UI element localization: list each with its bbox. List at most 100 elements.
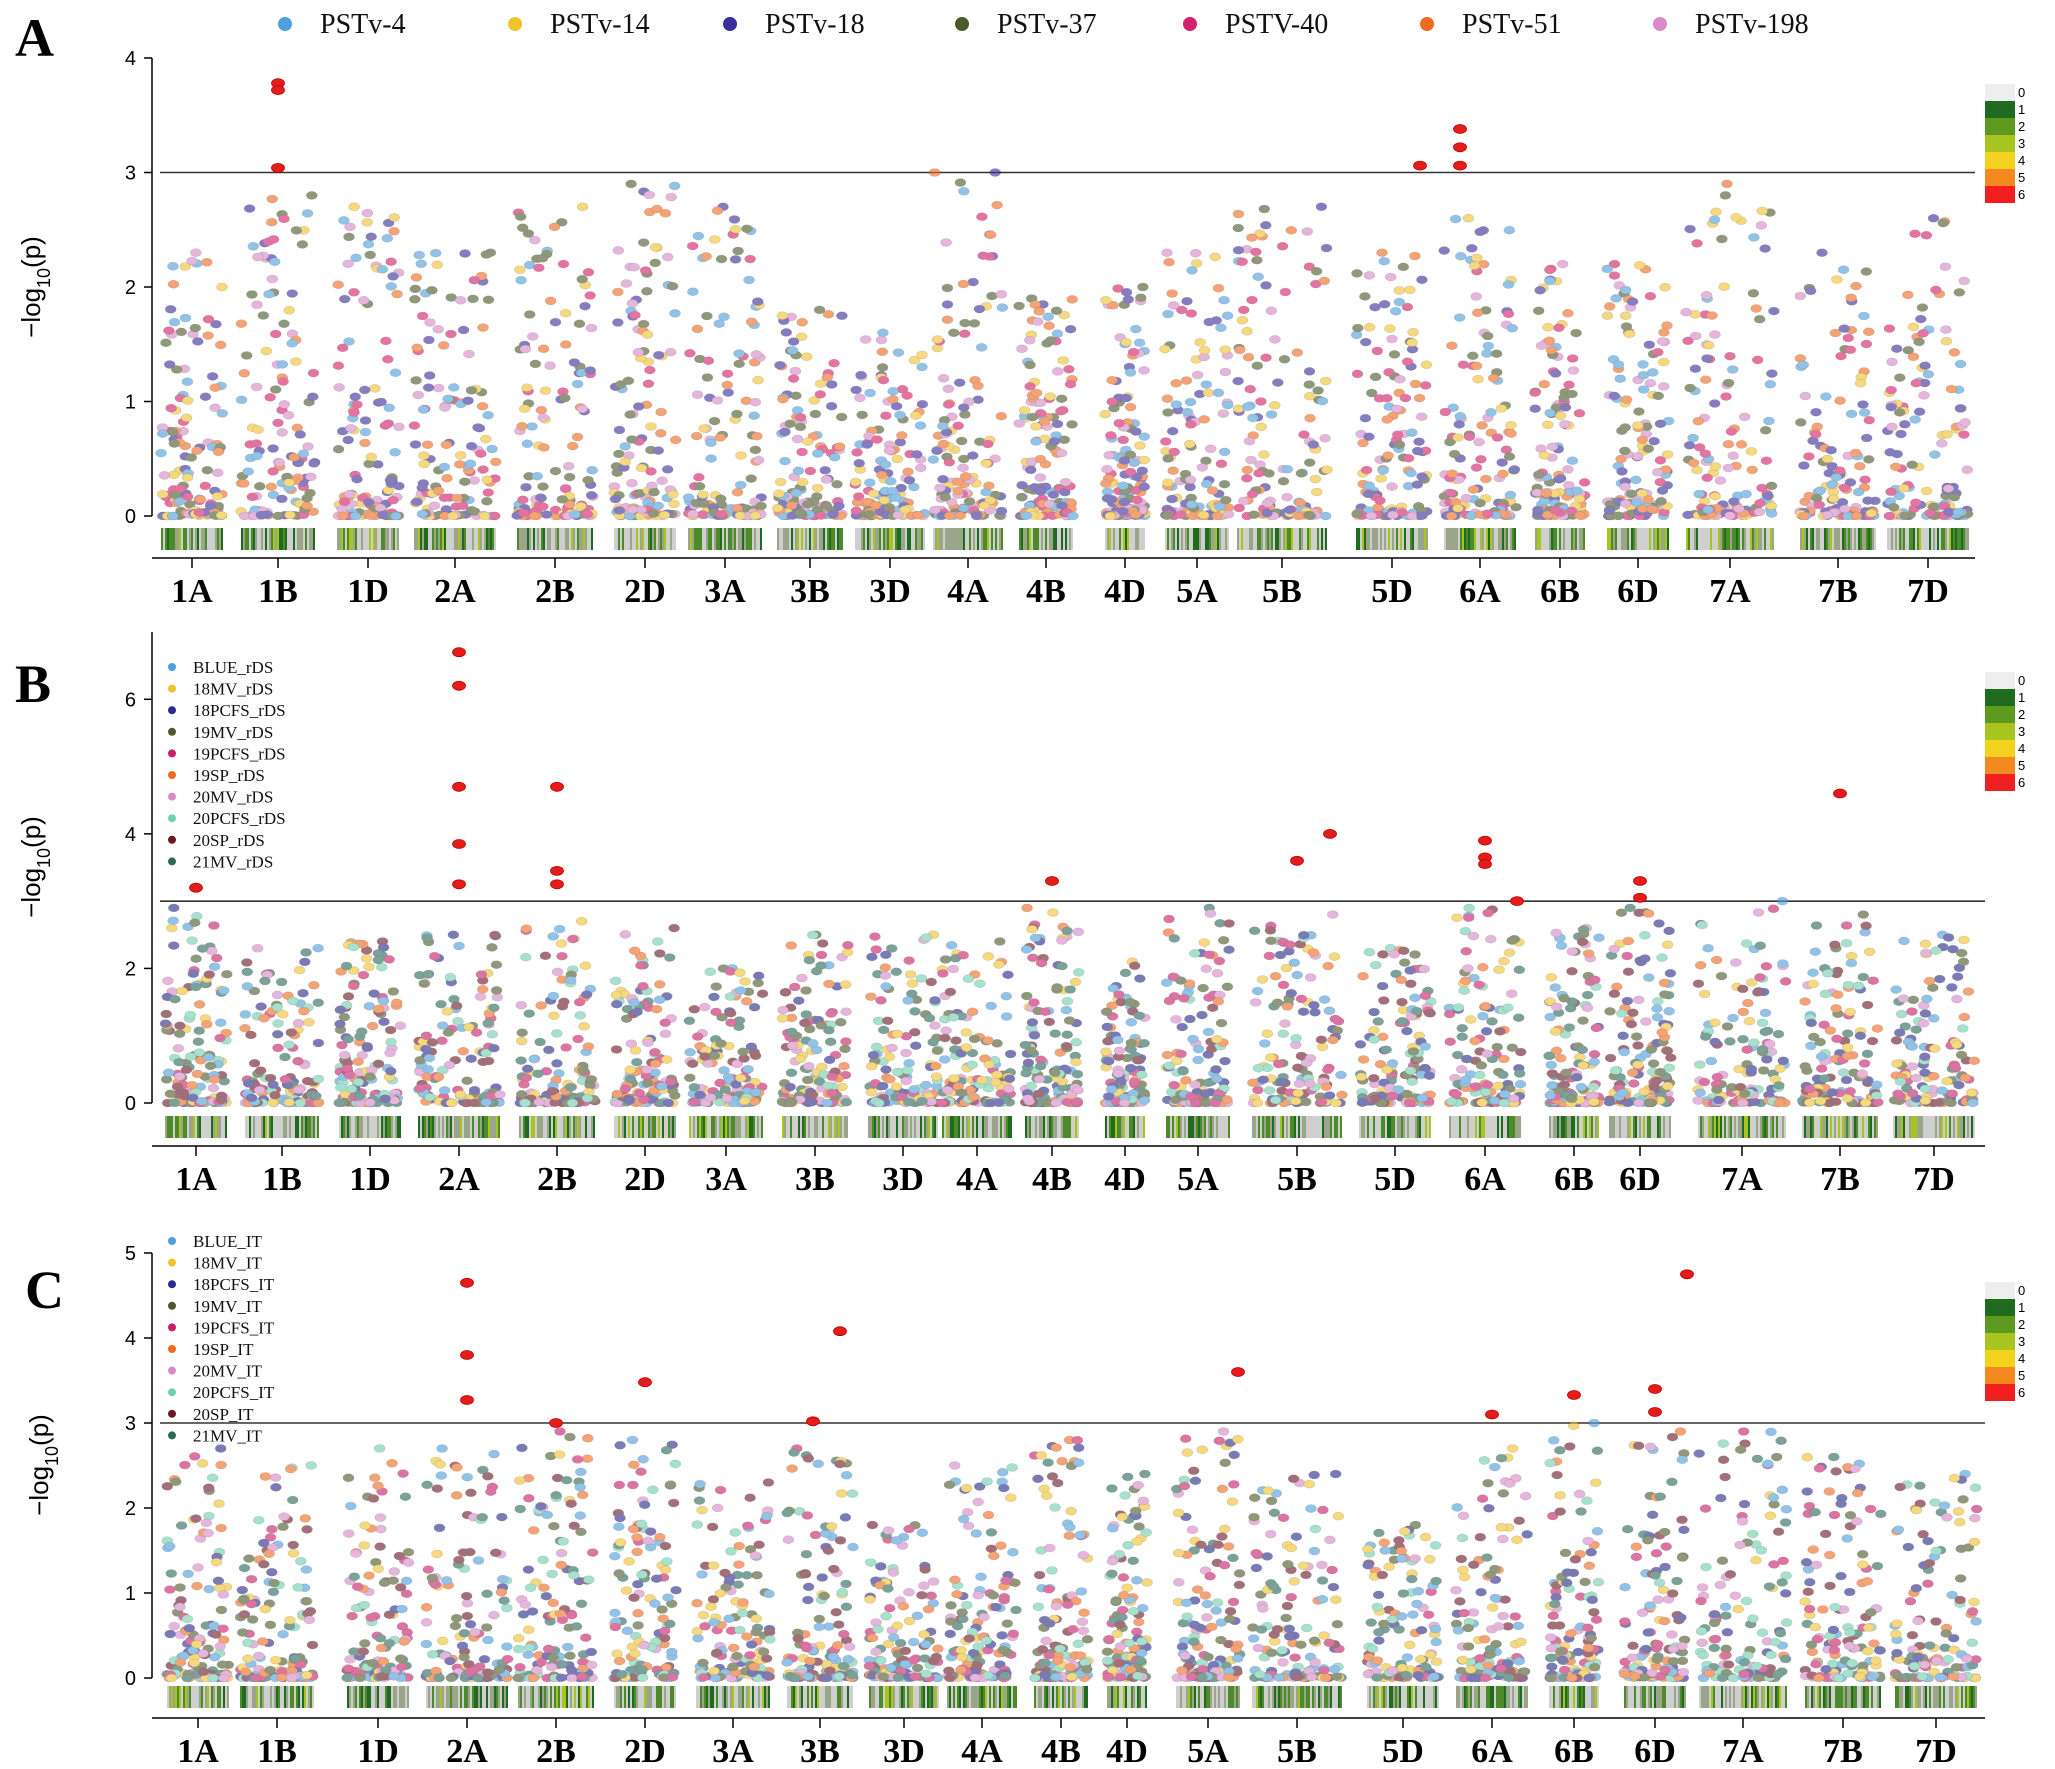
snp-point: [954, 178, 967, 187]
snp-point: [1320, 243, 1333, 253]
density-bin: [1760, 528, 1762, 550]
snp-point: [1117, 435, 1129, 445]
snp-point: [242, 1079, 255, 1088]
snp-point: [546, 1086, 559, 1096]
density-bin: [1492, 528, 1494, 550]
density-bin: [903, 528, 905, 550]
snp-point: [420, 1044, 432, 1054]
snp-point: [802, 1062, 815, 1071]
snp-point: [342, 992, 355, 1001]
snp-point: [1689, 364, 1702, 374]
density-bin: [1617, 528, 1619, 550]
snp-point: [1352, 323, 1364, 333]
snp-point: [698, 1002, 711, 1012]
density-bin: [1223, 528, 1225, 550]
snp-point: [1063, 364, 1075, 374]
density-bin: [899, 528, 901, 550]
snp-point: [1535, 341, 1548, 351]
density-bin: [1364, 528, 1366, 550]
density-bin: [434, 528, 436, 550]
density-bin: [251, 528, 253, 550]
density-bin: [670, 528, 672, 550]
snp-point: [936, 1098, 948, 1108]
snp-point: [1310, 266, 1323, 276]
snp-point: [1409, 379, 1422, 389]
density-bin: [539, 528, 541, 550]
snp-point: [1393, 286, 1406, 295]
snp-point: [940, 238, 952, 247]
density-bin: [1478, 528, 1480, 550]
density-strip-1B: [241, 528, 315, 550]
snp-point: [547, 932, 560, 941]
snp-point: [257, 311, 270, 320]
density-bin: [1915, 528, 1917, 550]
snp-point: [822, 1081, 834, 1090]
snp-point: [207, 1083, 220, 1093]
snp-point: [1186, 266, 1198, 275]
density-bin: [1567, 528, 1569, 550]
snp-point: [934, 483, 946, 493]
colorbar-swatch: [1985, 152, 2015, 169]
snp-point: [442, 1028, 455, 1037]
snp-point: [283, 478, 295, 487]
density-bin: [1257, 528, 1259, 550]
snp-point: [1684, 224, 1696, 234]
snp-point: [1357, 438, 1369, 448]
density-bin: [616, 528, 618, 550]
density-bin: [905, 528, 907, 550]
snp-point: [610, 990, 623, 1000]
density-bin: [1358, 528, 1360, 550]
snp-point: [800, 1010, 813, 1019]
density-bin: [1139, 528, 1141, 550]
snp-point: [890, 967, 903, 977]
density-bin: [1269, 528, 1271, 550]
snp-point: [959, 471, 972, 481]
snp-point: [305, 191, 318, 200]
density-bin: [187, 528, 189, 550]
snp-point: [488, 1043, 500, 1053]
density-bin: [624, 528, 626, 550]
chromosome-label: 1D: [347, 573, 389, 610]
density-bin: [1488, 528, 1490, 550]
snp-point: [438, 462, 451, 472]
density-bin: [724, 528, 726, 550]
snp-point: [1281, 492, 1293, 502]
snp-point: [1413, 393, 1426, 403]
density-bin: [1398, 528, 1400, 550]
snp-point: [1643, 340, 1656, 350]
colorbar-swatch: [1985, 186, 2015, 203]
snp-point: [777, 1005, 789, 1015]
snp-point: [1383, 367, 1395, 377]
snp-point: [1927, 214, 1940, 223]
snp-point: [436, 1065, 449, 1075]
snp-point: [544, 361, 556, 371]
snp-point: [1120, 337, 1132, 347]
density-bin: [197, 528, 199, 550]
snp-point: [357, 295, 370, 305]
snp-point: [684, 348, 696, 358]
snp-point: [521, 439, 534, 449]
snp-point: [1727, 451, 1739, 461]
density-bin: [587, 528, 589, 550]
snp-point: [1883, 324, 1896, 333]
density-bin: [1362, 528, 1364, 550]
density-bin: [529, 528, 531, 550]
density-bin: [565, 528, 567, 550]
snp-point: [661, 465, 674, 474]
y-tick-label: 4: [125, 824, 136, 846]
snp-point: [418, 459, 431, 469]
snp-point: [517, 495, 529, 505]
density-bin: [575, 528, 577, 550]
density-bin: [1645, 528, 1647, 550]
snp-point: [989, 1077, 1002, 1087]
density-bin: [551, 528, 553, 550]
density-bin: [523, 528, 525, 550]
snp-point: [1886, 357, 1898, 367]
snp-point: [1481, 331, 1494, 341]
snp-point: [521, 383, 533, 393]
snp-point: [1303, 380, 1315, 389]
snp-point: [422, 383, 435, 392]
density-bin: [1802, 528, 1804, 550]
snp-point: [824, 1037, 837, 1047]
density-bin: [307, 528, 309, 550]
